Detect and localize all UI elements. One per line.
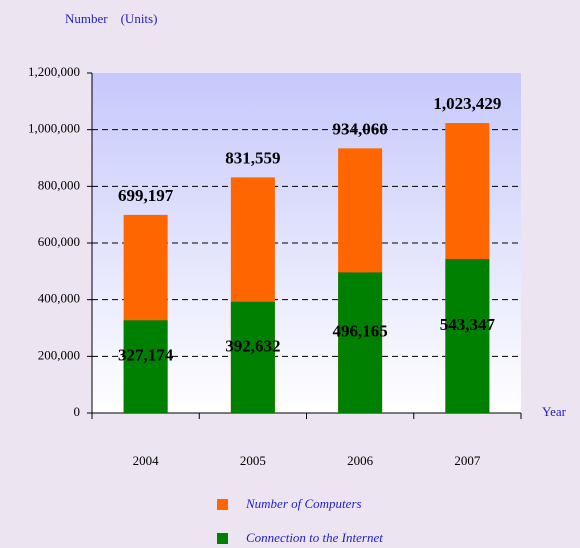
y-tick-label: 400,000 bbox=[38, 291, 80, 306]
x-axis-title: Year bbox=[542, 404, 567, 419]
legend-swatch bbox=[217, 499, 228, 510]
value-label: 327,174 bbox=[118, 346, 174, 365]
bar bbox=[338, 272, 383, 413]
y-tick-label: 200,000 bbox=[38, 347, 80, 362]
x-tick-label: 2006 bbox=[347, 453, 374, 468]
value-label: 496,165 bbox=[333, 322, 388, 341]
legend-label: Connection to the Internet bbox=[246, 530, 383, 545]
bar bbox=[230, 301, 275, 413]
y-tick-label: 800,000 bbox=[38, 177, 80, 192]
x-tick-label: 2007 bbox=[454, 453, 481, 468]
bar bbox=[445, 259, 490, 413]
value-label: 831,559 bbox=[225, 148, 280, 167]
y-tick-label: 1,200,000 bbox=[28, 64, 80, 79]
value-label: 1,023,429 bbox=[433, 94, 501, 113]
y-tick-label: 1,000,000 bbox=[28, 121, 80, 136]
legend-label: Number of Computers bbox=[245, 496, 362, 511]
y-axis-title: Number (Units) bbox=[65, 11, 157, 26]
y-tick-label: 0 bbox=[74, 404, 81, 419]
value-label: 699,197 bbox=[118, 186, 174, 205]
value-label: 934,060 bbox=[333, 119, 388, 138]
value-label: 392,632 bbox=[225, 336, 280, 355]
legend-swatch bbox=[217, 533, 228, 544]
y-tick-label: 600,000 bbox=[38, 234, 80, 249]
x-tick-label: 2004 bbox=[133, 453, 160, 468]
x-tick-label: 2005 bbox=[240, 453, 266, 468]
value-label: 543,347 bbox=[440, 315, 496, 334]
bar bbox=[123, 320, 168, 413]
